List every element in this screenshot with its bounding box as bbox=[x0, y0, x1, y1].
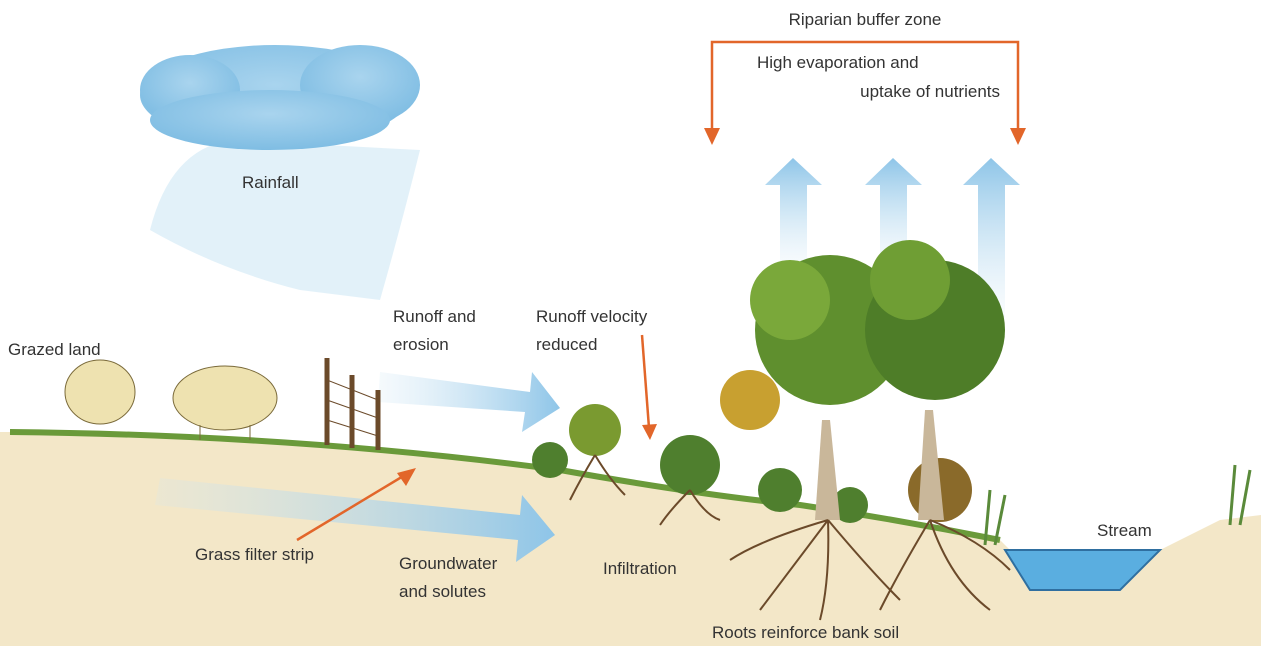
label: Stream bbox=[1097, 521, 1152, 540]
evaporation-arrow bbox=[765, 158, 822, 270]
label: erosion bbox=[393, 335, 449, 354]
label: Runoff and bbox=[393, 307, 476, 326]
label: Rainfall bbox=[242, 173, 299, 192]
label: and solutes bbox=[399, 582, 486, 601]
label: Groundwater bbox=[399, 554, 498, 573]
fence bbox=[327, 358, 378, 450]
runoff-arrow bbox=[378, 372, 560, 432]
ground bbox=[0, 432, 1261, 646]
label: uptake of nutrients bbox=[860, 82, 1000, 101]
label: reduced bbox=[536, 335, 597, 354]
diagram: Riparian buffer zone High evaporation an… bbox=[0, 0, 1261, 646]
label: High evaporation and bbox=[757, 53, 919, 72]
label: Roots reinforce bank soil bbox=[712, 623, 899, 642]
label: Grass filter strip bbox=[195, 545, 314, 564]
sheep bbox=[65, 360, 277, 440]
label: Infiltration bbox=[603, 559, 677, 578]
label: Grazed land bbox=[8, 340, 101, 359]
label: Runoff velocity bbox=[536, 307, 648, 326]
title: Riparian buffer zone bbox=[789, 10, 942, 29]
